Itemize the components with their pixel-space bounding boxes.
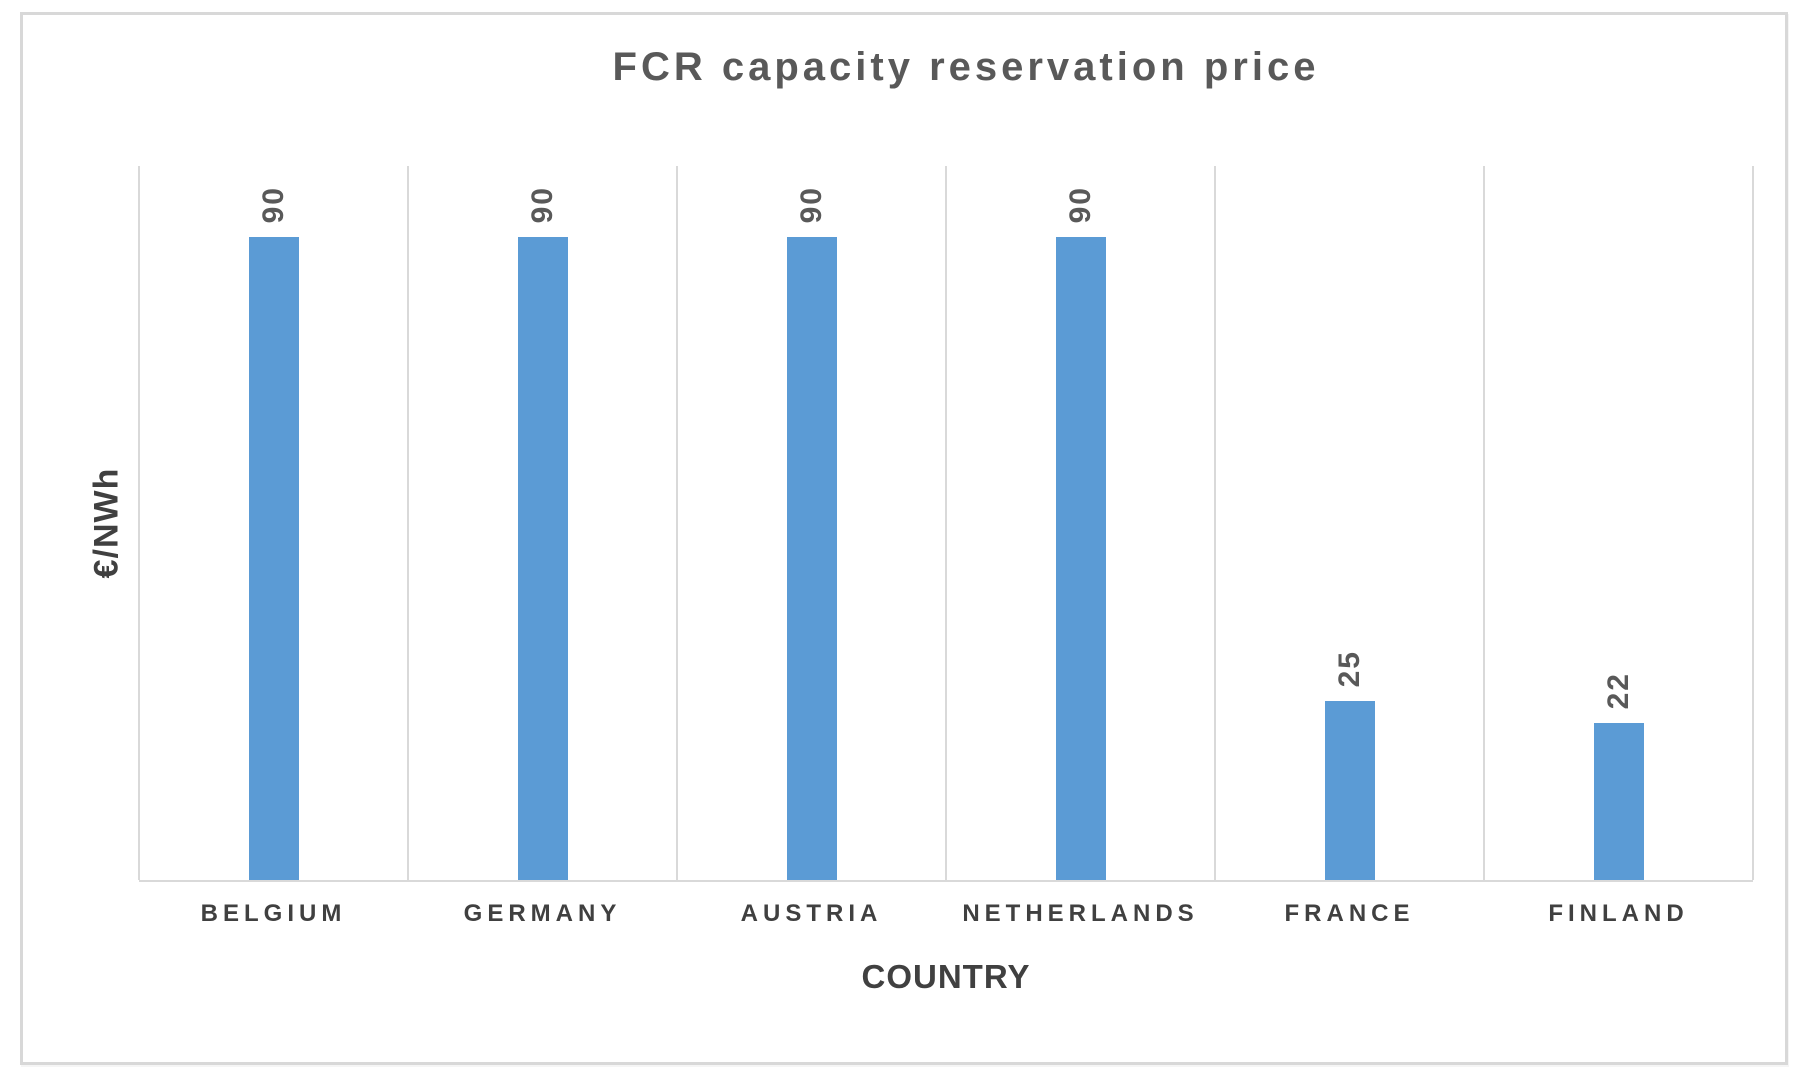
bar — [1593, 723, 1644, 880]
gridline — [1752, 166, 1754, 880]
y-axis-title: €/NWh — [87, 467, 126, 579]
category-label: BELGIUM — [200, 900, 347, 927]
category-label: GERMANY — [463, 900, 622, 927]
category-label: NETHERLANDS — [962, 900, 1199, 927]
bar-value-label: 22 — [1601, 671, 1635, 709]
x-axis-title: COUNTRY — [861, 958, 1031, 995]
category-label: FINLAND — [1548, 900, 1689, 927]
bar — [517, 237, 568, 880]
bar-cell: 90 — [139, 166, 408, 880]
chart-title: FCR capacity reservation price — [612, 45, 1320, 89]
category-label: FRANCE — [1284, 900, 1415, 927]
gridline — [1483, 166, 1485, 880]
category-label: AUSTRIA — [740, 900, 883, 927]
bar-cell: 90 — [946, 166, 1215, 880]
bar-value-label: 90 — [794, 185, 828, 223]
plot-area: 90 90 90 90 25 22 — [138, 166, 1754, 882]
bar-cell: 22 — [1484, 166, 1753, 880]
bar — [786, 237, 837, 880]
bar-value-label: 25 — [1332, 649, 1366, 687]
category-axis: BELGIUM GERMANY AUSTRIA NETHERLANDS FRANCE FI… — [139, 900, 1753, 940]
bar-cell: 90 — [677, 166, 946, 880]
chart-frame: FCR capacity reservation price 90 90 90 90 2… — [20, 12, 1788, 1065]
bar-cell: 90 — [408, 166, 677, 880]
bar-value-label: 90 — [1063, 185, 1097, 223]
bar-value-label: 90 — [525, 185, 559, 223]
gridline — [138, 166, 140, 880]
bar — [248, 237, 299, 880]
gridline — [1214, 166, 1216, 880]
bar — [1324, 701, 1375, 880]
bar-cell: 25 — [1215, 166, 1484, 880]
bar-value-label: 90 — [256, 185, 290, 223]
gridline — [945, 166, 947, 880]
gridline — [676, 166, 678, 880]
bar — [1055, 237, 1106, 880]
gridline — [407, 166, 409, 880]
